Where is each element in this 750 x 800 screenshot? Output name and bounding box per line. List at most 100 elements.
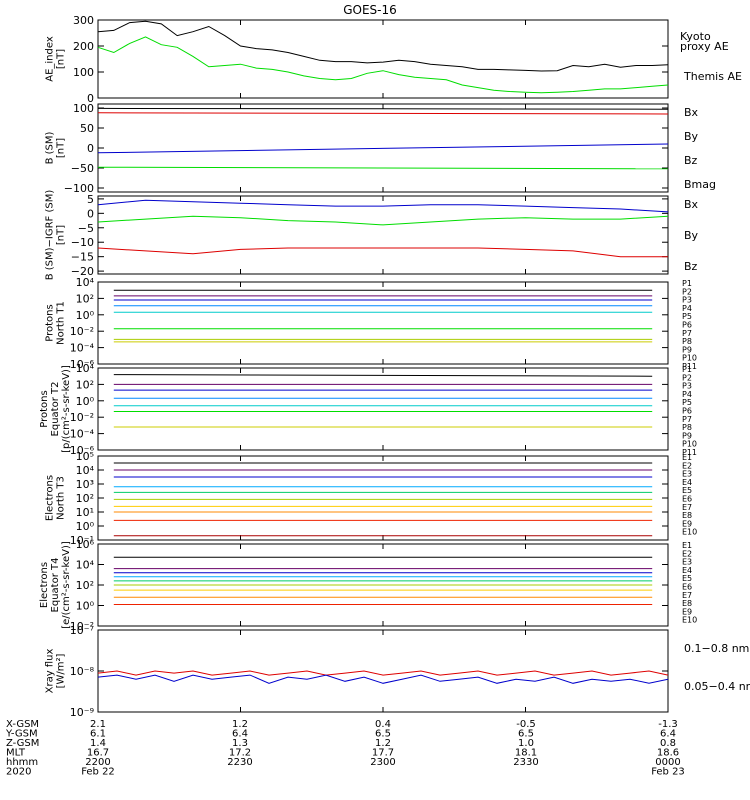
axis-row-value: Feb 23	[651, 767, 685, 778]
axis-row-value: 2.1	[90, 719, 106, 730]
series-bz	[97, 112, 669, 115]
legend-entry: E2	[682, 461, 692, 470]
axis-row-value: 16.7	[87, 748, 109, 759]
axis-row-value: 1.2	[232, 719, 248, 730]
y-axis-label: North T3	[56, 476, 67, 520]
panel-frame	[97, 629, 669, 713]
y-tick-label: 200	[73, 40, 94, 53]
legend-entry: P3	[682, 296, 692, 305]
y-tick-label: 10⁻⁶	[70, 444, 95, 457]
legend-entry: P11	[682, 448, 697, 457]
y-axis-label: Electrons	[39, 562, 50, 608]
panel-pe: 10⁴ 10² 10⁰ 10⁻² 10⁻⁴ 10⁻⁶ Protons Equator T2 [p…	[39, 362, 697, 457]
series-bmag	[97, 107, 669, 110]
legend-entry: E4	[682, 478, 692, 487]
axis-row-label: MLT	[6, 748, 26, 759]
y-tick-label: 10⁻⁷	[70, 624, 94, 637]
y-tick-label: 10⁵	[76, 450, 94, 463]
y-tick-label: 10²	[76, 378, 94, 391]
legend-entry: proxy AE	[680, 40, 729, 53]
axis-row-value: 6.4	[660, 729, 676, 740]
axis-row-value: 6.1	[90, 729, 106, 740]
axis-row-value: -0.5	[516, 719, 536, 730]
axis-row-label: Z-GSM	[6, 738, 39, 749]
legend-entry: By	[684, 229, 699, 242]
y-tick-label: 10⁰	[76, 395, 95, 408]
y-axis-label: Xray flux	[45, 649, 56, 694]
panel-frame	[97, 455, 669, 541]
series-bz	[97, 247, 668, 258]
y-axis-label: [e/(cm²-s-sr-keV)]	[61, 541, 72, 629]
legend-entry: P10	[682, 440, 697, 449]
legend-entry: 0.05−0.4 nm	[684, 680, 750, 693]
series-p1	[113, 374, 653, 377]
legend-entry: P8	[682, 337, 692, 346]
y-tick-label: −100	[64, 182, 94, 195]
axis-row-value: 2300	[370, 757, 395, 768]
series-0-1-0-8-nm	[97, 670, 669, 676]
series-bx	[97, 143, 669, 154]
series-themis-ae	[97, 20, 669, 72]
axis-row-value: 1.0	[518, 738, 534, 749]
legend-entry: E8	[682, 511, 692, 520]
series-0-05-0-4-nm	[97, 674, 669, 684]
y-tick-label: 10⁻²	[70, 411, 94, 424]
y-tick-label: 0	[87, 142, 94, 155]
legend-entry: P2	[682, 287, 692, 296]
y-tick-label: 100	[73, 66, 94, 79]
legend-entry: P7	[682, 415, 692, 424]
axis-row-value: 18.6	[657, 748, 679, 759]
y-tick-label: −20	[71, 265, 94, 278]
legend-entry: E1	[682, 453, 692, 462]
legend-entry: P6	[682, 407, 692, 416]
bottom-axis-table: X-GSMY-GSMZ-GSMMLThhmm20202.16.11.416.72…	[5, 719, 685, 778]
y-tick-label: 10⁻⁹	[70, 706, 94, 719]
legend-entry: By	[684, 130, 699, 143]
y-tick-label: 10⁻⁶	[70, 358, 95, 371]
legend-entry: Bz	[684, 154, 698, 167]
y-axis-label: Equator T2	[50, 382, 61, 437]
axis-row-value: 2330	[513, 757, 538, 768]
series-by	[97, 215, 669, 226]
axis-row-value: 0.8	[660, 738, 676, 749]
legend-entry: P4	[682, 390, 692, 399]
y-tick-label: 10⁻⁴	[70, 428, 95, 441]
axis-row-value: 6.4	[232, 729, 248, 740]
panel-frame	[97, 19, 669, 99]
legend-entry: E3	[682, 558, 692, 567]
legend-entry: E2	[682, 549, 692, 558]
panel-bsm: 100 50 0 −50 −100 B (SM) [nT] Bx By Bz Bmag	[45, 102, 717, 195]
axis-row-value: 2200	[85, 757, 110, 768]
axis-row-label: hhmm	[6, 757, 38, 768]
legend-entry: Kyoto	[680, 30, 711, 43]
axis-row-label: Y-GSM	[5, 729, 38, 740]
legend-entry: E7	[682, 503, 692, 512]
y-axis-label: B (SM)	[45, 131, 56, 164]
axis-row-value: Feb 22	[81, 767, 115, 778]
legend: Bx By Bz	[684, 198, 699, 273]
y-tick-label: −50	[71, 162, 94, 175]
panel-frame	[97, 281, 669, 365]
axis-row-label: 2020	[6, 767, 31, 778]
legend-entry: P8	[682, 423, 692, 432]
axis-row-value: 1.3	[232, 738, 248, 749]
y-axis-label: AE_index	[45, 36, 56, 82]
series-bx	[97, 199, 669, 213]
legend-entry: E10	[682, 528, 697, 537]
series-kyoto-proxy-ae	[97, 36, 669, 94]
y-axis-label: North T1	[56, 301, 67, 345]
y-tick-label: −15	[71, 251, 94, 264]
y-tick-label: 300	[73, 14, 94, 27]
legend-entry: P5	[682, 398, 692, 407]
y-tick-label: 10³	[76, 478, 94, 491]
legend: Bx By Bz Bmag	[684, 106, 716, 191]
legend-entry: P9	[682, 431, 692, 440]
